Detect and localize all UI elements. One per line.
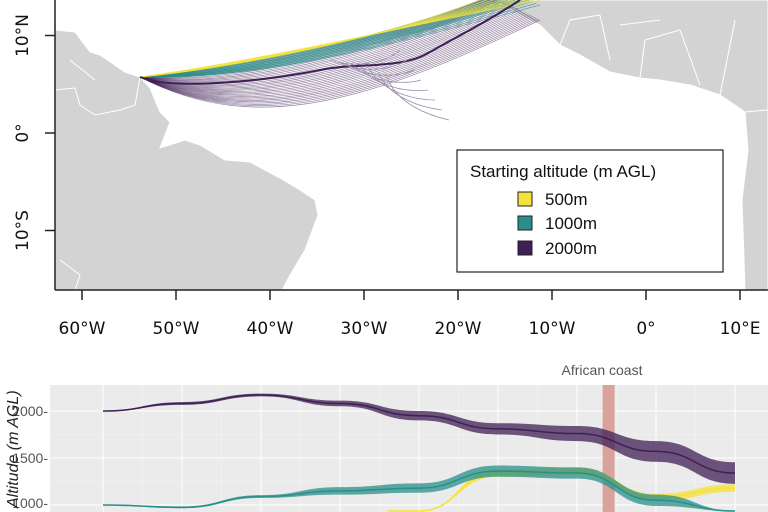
trajectory-2000m-stray <box>369 69 436 101</box>
line-2000m <box>102 394 736 474</box>
lon-tick-label: 10°W <box>529 319 576 339</box>
central-africa-land <box>741 109 768 290</box>
trajectory-2000m-mean <box>139 0 521 85</box>
y-tick-label: 2000- <box>12 403 48 419</box>
trajectory-1000m <box>139 0 488 78</box>
trajectory-2000m <box>139 0 493 79</box>
trajectory-map: 10°N 0° 10°S 60°W 50°W 40°W 30°W 20°W 10°W 0° 10°… <box>13 0 768 339</box>
trajectory-2000m <box>139 16 535 104</box>
trajectory-2000m-stray <box>353 65 422 83</box>
legend: Starting altitude (m AGL) 500m 1000m 200… <box>456 149 724 273</box>
trajectory-1000m <box>139 4 541 78</box>
trajectory-2000m <box>139 17 537 105</box>
lon-tick-label: 40°W <box>247 319 294 339</box>
trajectory-1000m <box>139 0 491 78</box>
trajectory-2000m <box>139 12 526 97</box>
y-tick-label: 1500- <box>12 450 48 466</box>
trajectory-2000m <box>139 11 524 96</box>
trajectory-2000m <box>139 14 530 100</box>
trajectory-2000m <box>139 6 513 89</box>
trajectory-2000m <box>139 19 541 108</box>
trajectory-2000m-stray <box>345 63 415 76</box>
y-tick-label: 1000- <box>12 495 48 511</box>
trajectory-2000m <box>139 7 517 91</box>
south-america-land <box>55 29 319 290</box>
trajectory-2000m <box>139 16 533 103</box>
lon-tick-label: 30°W <box>341 319 388 339</box>
line-1000m <box>102 470 736 512</box>
trajectory-500m <box>139 0 501 78</box>
trajectory-2000m <box>139 0 492 78</box>
lat-tick-label: 10°S <box>13 210 33 251</box>
trajectory-2000m <box>139 15 532 101</box>
african-coast-label: African coast <box>562 362 643 378</box>
trajectory-2000m-stray <box>385 73 450 121</box>
africa-land <box>479 0 768 121</box>
trajectory-2000m <box>139 13 528 99</box>
lat-tick-label: 10°N <box>13 14 33 57</box>
trajectory-2000m <box>139 9 521 94</box>
y-axis-label: Altitude (m AGL) <box>5 390 22 509</box>
trajectory-2000m <box>139 5 512 88</box>
trajectory-2000m <box>139 0 497 80</box>
lon-tick-label: 10°E <box>720 319 761 339</box>
trajectory-2000m <box>139 6 515 90</box>
trajectory-500m <box>139 0 487 78</box>
trajectory-1000m <box>139 0 502 78</box>
legend-label-1000m: 1000m <box>545 214 597 233</box>
legend-swatch-1000m <box>517 215 533 231</box>
trajectory-2000m-stray <box>377 71 443 111</box>
legend-title: Starting altitude (m AGL) <box>470 162 656 181</box>
lon-tick-label: 60°W <box>59 319 106 339</box>
legend-box <box>456 149 724 273</box>
trajectory-2000m <box>139 18 539 107</box>
legend-label-500m: 500m <box>545 190 588 209</box>
lon-tick-label: 20°W <box>435 319 482 339</box>
trajectory-2000m <box>139 10 522 95</box>
altitude-chart: 1000- 1500- 2000- African coast Altitude (… <box>5 362 768 512</box>
lon-tick-label: 0° <box>636 319 655 339</box>
africa-borders <box>559 14 736 96</box>
trajectories <box>139 0 541 121</box>
lon-tick-label: 50°W <box>153 319 200 339</box>
trajectory-2000m-stray <box>361 67 429 91</box>
legend-swatch-2000m <box>517 240 533 256</box>
legend-label-2000m: 2000m <box>545 239 597 258</box>
trajectory-2000m-stray <box>337 59 408 70</box>
lat-tick-label: 0° <box>13 123 33 142</box>
legend-swatch-500m <box>517 191 533 207</box>
trajectory-500m <box>139 0 541 78</box>
south-america-borders <box>55 59 141 290</box>
